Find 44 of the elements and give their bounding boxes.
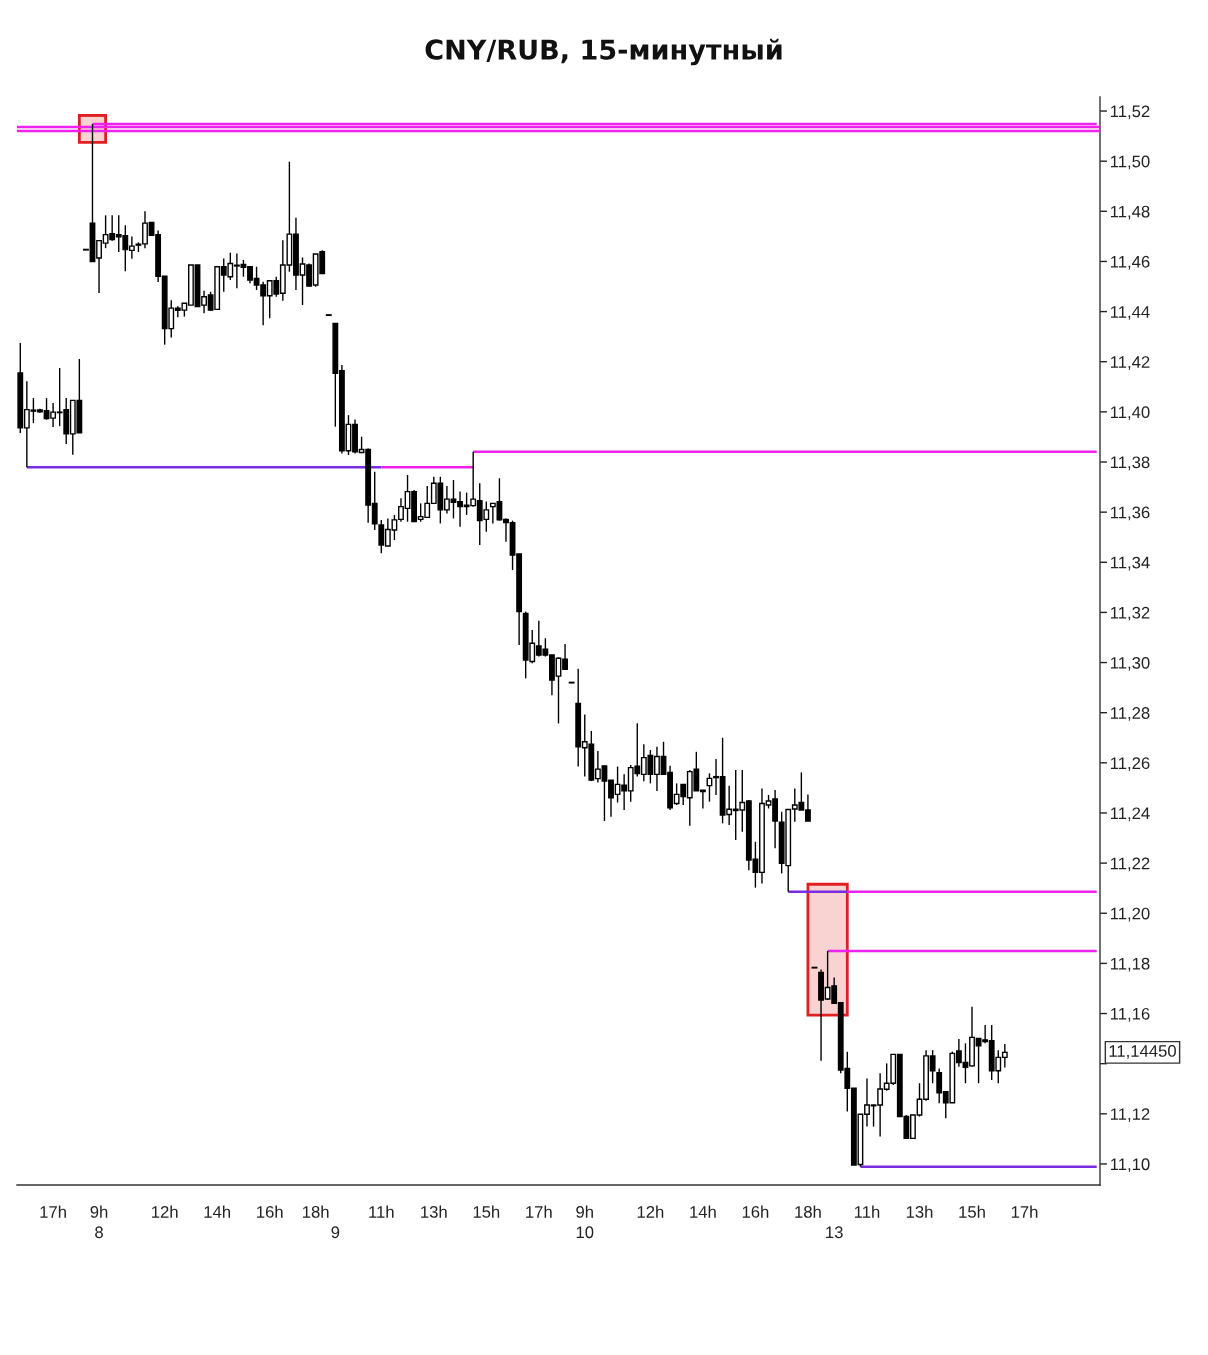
x-tick-label: 16h [257, 1205, 283, 1218]
x-tick-label: 17h [40, 1205, 66, 1218]
y-tick-label: 11,28 [1110, 707, 1150, 721]
y-tick-label: 11,42 [1110, 356, 1150, 370]
y-tick-label: 11,24 [1110, 807, 1150, 822]
x-tick-label: 9 [331, 1226, 340, 1239]
y-tick-label: 11,34 [1110, 556, 1150, 571]
x-tick-label: 18h [303, 1205, 329, 1218]
x-tick-label: 11h [854, 1205, 880, 1218]
x-tick-label: 15h [959, 1205, 985, 1218]
x-tick-label: 12h [637, 1205, 664, 1218]
y-tick-label: 11,50 [1110, 155, 1150, 170]
chart-title: CNY/RUB, 15-минутный [425, 38, 782, 66]
y-tick-label: 11,12 [1110, 1108, 1150, 1122]
x-tick-label: 13h [906, 1205, 933, 1218]
text: 11,14450 [1109, 1045, 1176, 1059]
y-tick-label: 11,30 [1110, 656, 1150, 671]
y-tick-label: 11,48 [1110, 205, 1150, 220]
y-tick-label: 11,20 [1110, 907, 1150, 922]
y-tick-label: 11,26 [1110, 757, 1150, 772]
y-tick-label: 11,44 [1110, 306, 1150, 320]
x-tick-label: 11h [369, 1205, 394, 1218]
x-tick-label: 14h [204, 1205, 231, 1218]
y-tick-label: 11,10 [1110, 1158, 1150, 1173]
x-tick-label: 9h 10 [576, 1205, 594, 1239]
x-tick-label: 18h [795, 1205, 821, 1218]
y-tick-label: 11,40 [1110, 406, 1150, 421]
y-tick-label: 11,46 [1110, 255, 1150, 270]
y-tick-label: 11,52 [1110, 105, 1150, 120]
y-tick-label: 11,38 [1110, 456, 1150, 471]
x-tick-label: 17h [526, 1205, 552, 1218]
x-tick-label: 15h [473, 1205, 500, 1218]
y-tick-label: 11,22 [1110, 857, 1150, 872]
x-tick-label: 16h [742, 1205, 769, 1218]
x-tick-label: 12h [152, 1205, 178, 1218]
x-tick-label: 9h 8 [90, 1205, 108, 1239]
x-tick-label: 14h [690, 1205, 716, 1218]
y-tick-label: 11,32 [1110, 606, 1150, 621]
y-tick-label: 11,18 [1110, 957, 1150, 972]
x-tick-label: 13 [826, 1226, 843, 1239]
x-tick-label: 17h [1011, 1205, 1038, 1218]
x-tick-label: 13h [421, 1205, 447, 1218]
y-tick-label: 11,36 [1110, 506, 1150, 521]
y-tick-label: 11,16 [1110, 1007, 1150, 1022]
